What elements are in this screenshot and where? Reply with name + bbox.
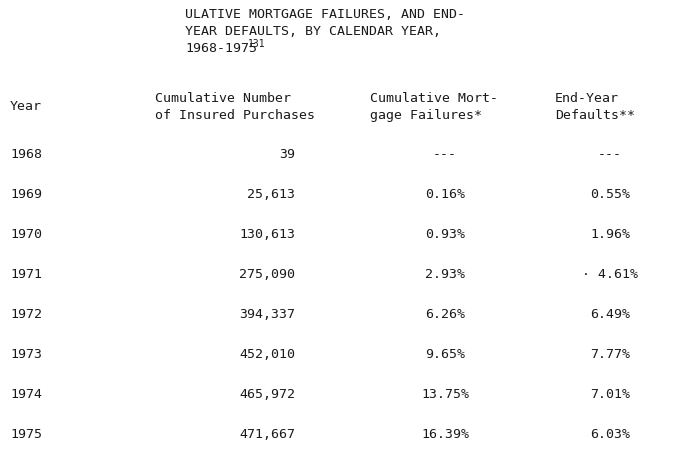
Text: 1974: 1974 [10, 388, 42, 401]
Text: 9.65%: 9.65% [425, 348, 465, 361]
Text: 2.93%: 2.93% [425, 268, 465, 281]
Text: Cumulative Number: Cumulative Number [155, 92, 291, 105]
Text: ---: --- [433, 148, 457, 161]
Text: 275,090: 275,090 [239, 268, 295, 281]
Text: 471,667: 471,667 [239, 428, 295, 441]
Text: 1968-1975: 1968-1975 [185, 42, 257, 55]
Text: of Insured Purchases: of Insured Purchases [155, 109, 315, 122]
Text: 1.96%: 1.96% [590, 228, 630, 241]
Text: ULATIVE MORTGAGE FAILURES, AND END-: ULATIVE MORTGAGE FAILURES, AND END- [185, 8, 465, 21]
Text: 1971: 1971 [10, 268, 42, 281]
Text: 131: 131 [248, 39, 266, 49]
Text: 1972: 1972 [10, 308, 42, 321]
Text: 13.75%: 13.75% [421, 388, 469, 401]
Text: 394,337: 394,337 [239, 308, 295, 321]
Text: 0.55%: 0.55% [590, 188, 630, 201]
Text: ---: --- [598, 148, 622, 161]
Text: 0.93%: 0.93% [425, 228, 465, 241]
Text: · 4.61%: · 4.61% [582, 268, 638, 281]
Text: 1968: 1968 [10, 148, 42, 161]
Text: 25,613: 25,613 [247, 188, 295, 201]
Text: 130,613: 130,613 [239, 228, 295, 241]
Text: 1970: 1970 [10, 228, 42, 241]
Text: 16.39%: 16.39% [421, 428, 469, 441]
Text: 6.03%: 6.03% [590, 428, 630, 441]
Text: Defaults**: Defaults** [555, 109, 635, 122]
Text: 465,972: 465,972 [239, 388, 295, 401]
Text: Cumulative Mort-: Cumulative Mort- [370, 92, 498, 105]
Text: 1975: 1975 [10, 428, 42, 441]
Text: 1973: 1973 [10, 348, 42, 361]
Text: 39: 39 [279, 148, 295, 161]
Text: 7.77%: 7.77% [590, 348, 630, 361]
Text: 7.01%: 7.01% [590, 388, 630, 401]
Text: gage Failures*: gage Failures* [370, 109, 482, 122]
Text: 452,010: 452,010 [239, 348, 295, 361]
Text: 6.26%: 6.26% [425, 308, 465, 321]
Text: 0.16%: 0.16% [425, 188, 465, 201]
Text: 1969: 1969 [10, 188, 42, 201]
Text: 6.49%: 6.49% [590, 308, 630, 321]
Text: End-Year: End-Year [555, 92, 619, 105]
Text: Year: Year [10, 100, 42, 113]
Text: YEAR DEFAULTS, BY CALENDAR YEAR,: YEAR DEFAULTS, BY CALENDAR YEAR, [185, 25, 441, 38]
